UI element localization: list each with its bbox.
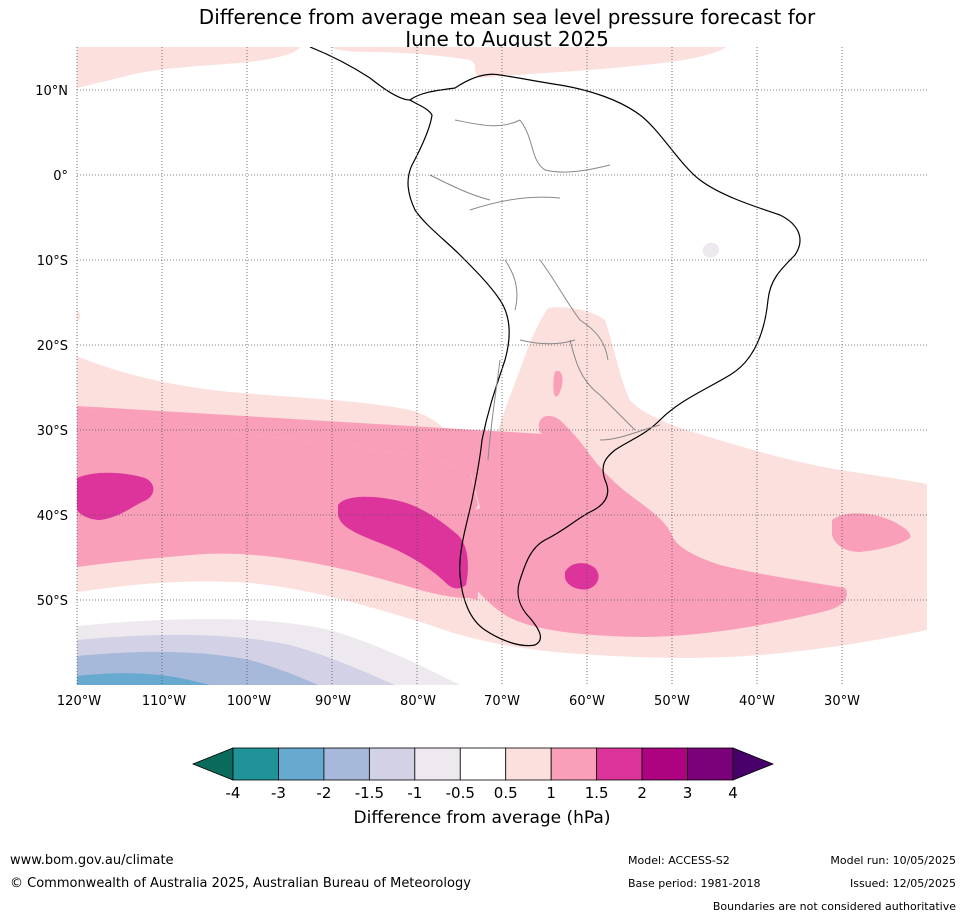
map-subtitle: June to August 2025 — [405, 27, 609, 51]
colorbar-extend-low — [191, 747, 234, 781]
contour-plus-1.5-south — [565, 563, 599, 590]
lon-label: 70°W — [484, 694, 520, 709]
footer-boundaries-note: Boundaries are not considered authoritat… — [712, 900, 956, 913]
colorbar-swatch — [505, 747, 552, 781]
contour-plus-1-west — [77, 406, 478, 600]
lon-label: 30°W — [824, 694, 860, 709]
colorbar-tick-label: -1 — [407, 784, 422, 802]
colorbar-tick-label: -3 — [271, 784, 286, 802]
country-borders — [429, 119, 661, 461]
lon-label: 50°W — [654, 694, 690, 709]
contour-plus-1-east — [832, 513, 911, 552]
lon-label: 120°W — [57, 694, 101, 709]
lon-label: 80°W — [400, 694, 436, 709]
pressure-anomaly-map: 10°N 0° 10°S 20°S 30°S 40°S 50°S 120°W 1… — [35, 47, 927, 802]
colorbar-swatch — [641, 747, 688, 781]
colorbar-tick-label: 1.5 — [585, 784, 609, 802]
lat-label: 40°S — [37, 509, 68, 524]
lon-label: 110°W — [142, 694, 186, 709]
colorbar-tick-label: 0.5 — [494, 784, 518, 802]
colorbar: -4 -3 -2 -1.5 -1 -0.5 0.5 1 1.5 2 3 4 — [191, 747, 775, 802]
lat-label: 10°N — [35, 84, 68, 99]
colorbar-tick-label: 2 — [637, 784, 647, 802]
contour-plus-0.5-caribbean — [330, 47, 726, 78]
lat-label: 10°S — [37, 254, 68, 269]
lat-label: 0° — [53, 169, 68, 184]
colorbar-swatch — [368, 747, 416, 781]
colorbar-swatch — [459, 747, 507, 781]
colorbar-tick-label: 3 — [683, 784, 693, 802]
lat-label: 20°S — [37, 339, 68, 354]
footer-issued: Issued: 12/05/2025 — [849, 877, 956, 890]
map-title: Difference from average mean sea level p… — [198, 5, 816, 29]
contour-plus-1.5-west — [77, 472, 154, 520]
continent-outline — [407, 73, 801, 647]
colorbar-swatch — [596, 747, 643, 781]
graticule — [76, 47, 927, 685]
footer-url[interactable]: www.bom.gov.au/climate — [10, 853, 174, 868]
footer-model: Model: ACCESS-S2 — [628, 854, 730, 867]
central-america-outline — [309, 47, 411, 101]
contour-plus-1.5-central — [338, 496, 468, 589]
colorbar-tick-label: -0.5 — [446, 784, 475, 802]
colorbar-tick-label: -2 — [316, 784, 331, 802]
contour-minus-2 — [77, 673, 210, 685]
contour-plus-1-tongue — [553, 370, 563, 397]
contour-plus-0.5-north — [77, 47, 300, 88]
lon-label: 40°W — [739, 694, 775, 709]
contour-minus-0.5-brazil — [702, 242, 720, 258]
colorbar-swatch — [323, 747, 370, 781]
colorbar-swatch — [687, 747, 734, 781]
colorbar-title: Difference from average (hPa) — [353, 808, 611, 828]
colorbar-swatch — [278, 747, 325, 781]
lon-label: 100°W — [227, 694, 271, 709]
colorbar-tick-label: 1 — [546, 784, 556, 802]
lat-label: 30°S — [37, 424, 68, 439]
footer-model-run: Model run: 10/05/2025 — [830, 854, 956, 867]
lon-label: 90°W — [315, 694, 351, 709]
contour-plus-0.5-small-west — [77, 310, 81, 320]
colorbar-extend-high — [732, 747, 775, 781]
colorbar-swatch — [414, 747, 461, 781]
lat-label: 50°S — [37, 594, 68, 609]
colorbar-tick-label: -1.5 — [355, 784, 384, 802]
colorbar-swatch — [232, 747, 279, 781]
colorbar-tick-label: 4 — [728, 784, 738, 802]
footer-base-period: Base period: 1981-2018 — [628, 877, 761, 890]
footer-copyright: © Commonwealth of Australia 2025, Austra… — [10, 876, 471, 891]
colorbar-tick-label: -4 — [226, 784, 241, 802]
lon-label: 60°W — [569, 694, 605, 709]
colorbar-swatch — [550, 747, 598, 781]
